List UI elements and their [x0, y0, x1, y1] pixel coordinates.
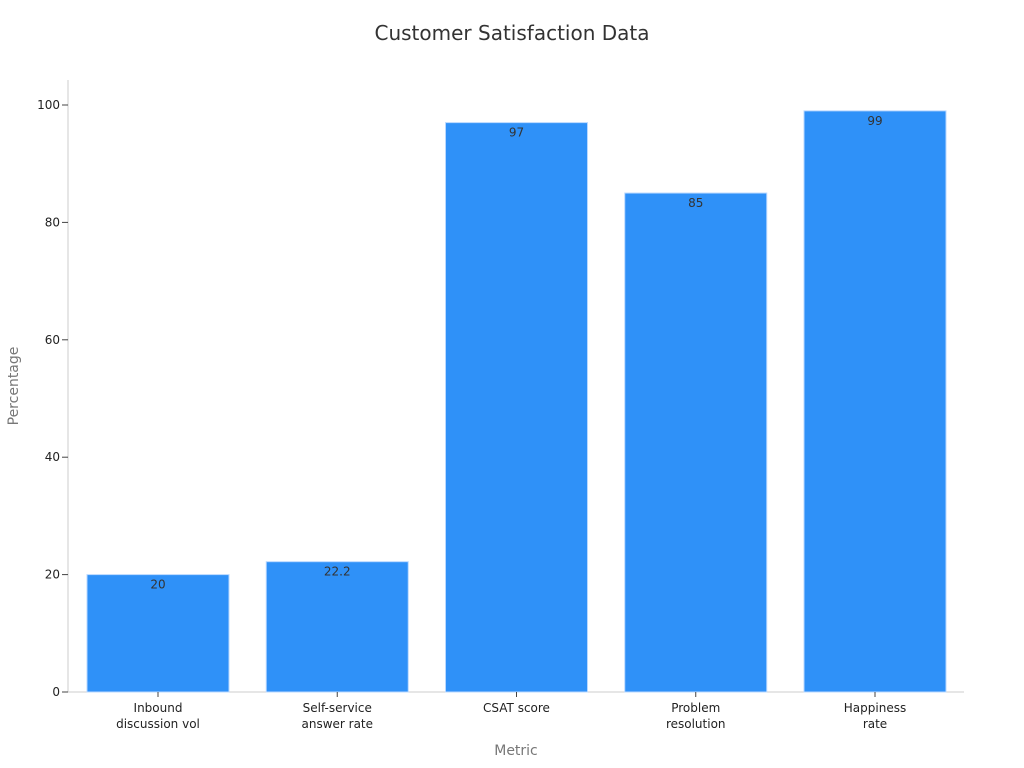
y-tick-label: 60: [45, 333, 60, 347]
bar-value-label: 20: [150, 578, 165, 592]
x-tick-label: Self-service answer rate: [301, 701, 373, 731]
bar: [86, 574, 230, 693]
x-tick-label-line: discussion vol: [116, 717, 200, 731]
x-tick-label-line: rate: [863, 717, 887, 731]
data-labels: 20 22.2 97 85 99: [150, 114, 882, 592]
bar: [265, 561, 409, 693]
y-axis-ticks: 0 20 40 60 80 100: [37, 98, 68, 699]
bar-value-label: 99: [867, 114, 882, 128]
y-tick-label: 0: [52, 685, 60, 699]
bar: [803, 110, 947, 693]
x-axis-title: Metric: [494, 743, 538, 759]
x-tick-label-line: Self-service: [303, 701, 372, 715]
y-tick-label: 40: [45, 450, 60, 464]
y-tick-label: 20: [45, 568, 60, 582]
x-tick-label-line: answer rate: [301, 717, 373, 731]
x-tick-label-line: resolution: [666, 717, 726, 731]
bar-value-label: 97: [509, 126, 524, 140]
x-tick-label-line: Problem: [671, 701, 720, 715]
bar: [624, 192, 768, 693]
chart-title: Customer Satisfaction Data: [375, 21, 650, 45]
x-tick-label: CSAT score: [483, 701, 550, 715]
y-tick-label: 80: [45, 215, 60, 229]
bar-value-label: 85: [688, 196, 703, 210]
x-tick-label: Inbound discussion vol: [116, 701, 200, 731]
x-axis-tick-labels: Inbound discussion vol Self-service answer …: [116, 692, 906, 731]
y-tick-label: 100: [37, 98, 60, 112]
x-tick-label-line: Happiness: [844, 701, 906, 715]
x-tick-label: Problem resolution: [666, 701, 726, 731]
x-tick-label-line: Inbound: [134, 701, 183, 715]
bars: [86, 110, 947, 693]
x-tick-label: Happiness rate: [844, 701, 906, 731]
bar-value-label: 22.2: [324, 565, 351, 579]
y-axis-title: Percentage: [6, 347, 22, 426]
x-tick-label-line: CSAT score: [483, 701, 550, 715]
bar: [445, 122, 588, 693]
